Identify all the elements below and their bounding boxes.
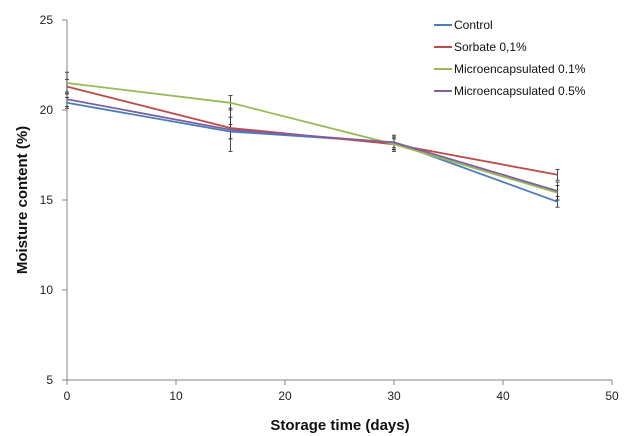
tick-labels: 5 10 15 20 25 0 10 20 30 40 50 <box>40 13 619 403</box>
series-line-4 <box>66 98 558 192</box>
y-tick-label: 10 <box>40 283 54 297</box>
y-tick-label: 5 <box>46 373 53 387</box>
legend-label: Control <box>454 18 493 32</box>
series-lines <box>66 82 558 203</box>
series-line-1 <box>66 101 558 203</box>
y-tick-label: 25 <box>40 13 54 27</box>
y-tick-label: 20 <box>40 103 54 117</box>
x-tick-label: 30 <box>387 389 401 403</box>
x-tick-label: 50 <box>605 389 619 403</box>
series-line-3 <box>66 82 558 194</box>
legend-label: Microencapsulated 0.5% <box>454 84 586 98</box>
y-tick-label: 15 <box>40 193 54 207</box>
x-axis-title: Storage time (days) <box>270 417 409 434</box>
legend-label: Microencapsulated 0.1% <box>454 62 586 76</box>
x-tick-label: 20 <box>278 389 292 403</box>
x-tick-label: 0 <box>64 389 71 403</box>
series-line-2 <box>66 85 558 176</box>
legend-label: Sorbate 0,1% <box>454 40 527 54</box>
legend: Control Sorbate 0,1% Microencapsulated 0.1… <box>434 18 586 98</box>
y-axis-title: Moisture content (%) <box>14 126 31 274</box>
x-tick-label: 40 <box>496 389 510 403</box>
x-tick-label: 10 <box>169 389 183 403</box>
